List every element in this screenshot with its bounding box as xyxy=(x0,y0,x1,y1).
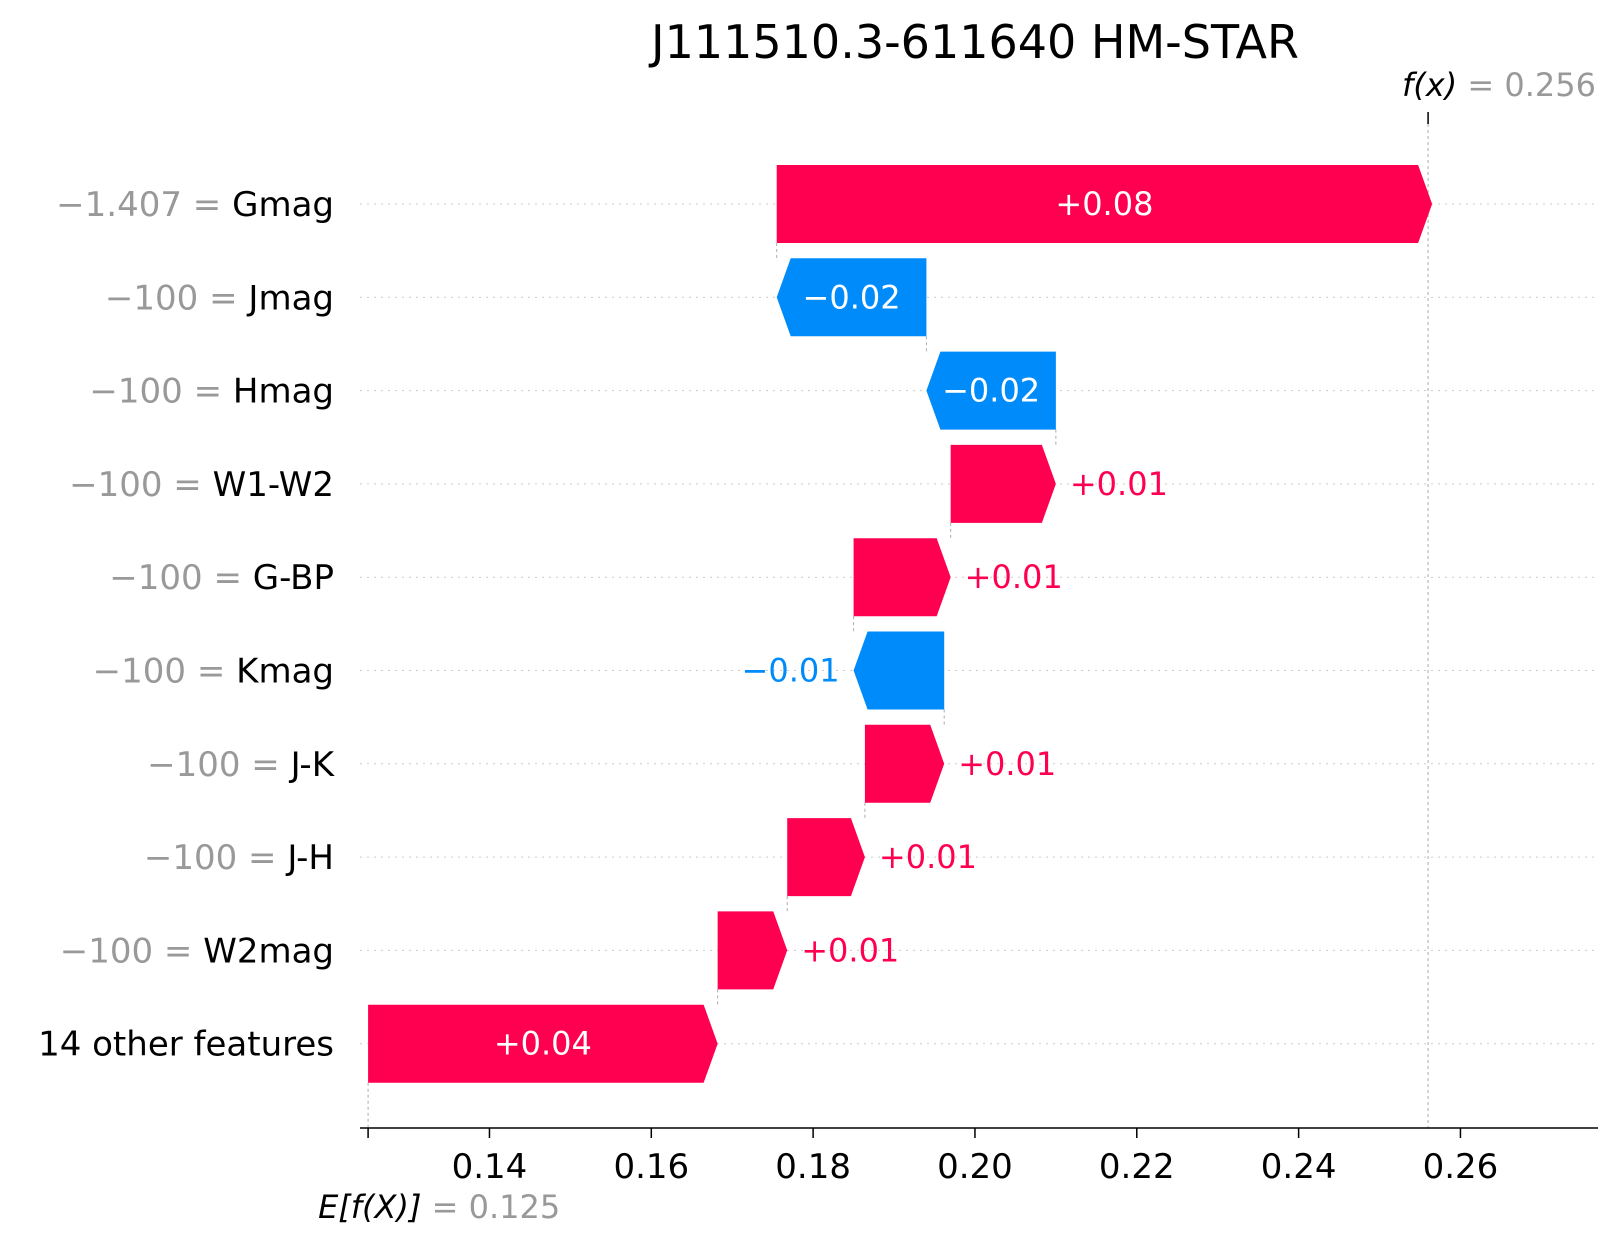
bar-14-other-features xyxy=(368,1004,718,1083)
feature-label: −100 = Kmag xyxy=(93,652,334,692)
bar-value-label: +0.08 xyxy=(1055,185,1153,223)
output-value-label: f(x) = 0.256 xyxy=(1402,66,1596,104)
bar-kmag xyxy=(853,631,945,710)
x-tick-label: 0.26 xyxy=(1423,1147,1499,1187)
bar-value-label: +0.01 xyxy=(965,558,1063,596)
bar-value-label: −0.02 xyxy=(803,278,901,316)
bar-value-label: −0.01 xyxy=(742,652,840,690)
bar-value-label: +0.01 xyxy=(801,931,899,969)
chart-title: J111510.3-611640 HM-STAR xyxy=(648,15,1299,69)
bar-j-k xyxy=(864,724,945,803)
x-tick-label: 0.14 xyxy=(452,1147,528,1187)
bar-w1-w2 xyxy=(950,444,1056,523)
bar-value-label: +0.01 xyxy=(1070,465,1168,503)
feature-label: −100 = J-K xyxy=(147,745,336,785)
feature-label: −100 = W2mag xyxy=(60,931,334,971)
x-axis: 0.14 0.16 0.18 0.20 0.22 0.24 0.26 E[f(X)] = 0.… xyxy=(318,66,1598,1226)
x-tick-label: 0.22 xyxy=(1099,1147,1175,1187)
bar-hmag xyxy=(926,351,1056,430)
x-tick-label: 0.16 xyxy=(613,1147,689,1187)
feature-label: −100 = W1-W2 xyxy=(69,465,334,505)
bar-w2mag xyxy=(717,911,788,990)
bar-jmag xyxy=(776,258,927,337)
bar-value-label: +0.01 xyxy=(958,745,1056,783)
bar-g-bp xyxy=(853,538,951,617)
feature-label: −1.407 = Gmag xyxy=(56,185,334,225)
grid-lines xyxy=(360,203,1598,1045)
feature-label: 14 other features xyxy=(38,1025,334,1065)
x-tick-label: 0.20 xyxy=(937,1147,1013,1187)
base-value-label: E[f(X)] = 0.125 xyxy=(318,1188,560,1226)
bar-gmag xyxy=(776,165,1433,243)
x-tick-label: 0.24 xyxy=(1261,1147,1337,1187)
feature-label: −100 = J-H xyxy=(144,838,334,878)
labels: +0.08 −1.407 = Gmag −0.02 −100 = Jmag −0.02 −… xyxy=(38,185,1168,1065)
bar-value-label: +0.04 xyxy=(494,1025,592,1063)
bars xyxy=(368,165,1433,1083)
bar-value-label: +0.01 xyxy=(879,838,977,876)
feature-label: −100 = Jmag xyxy=(105,278,334,318)
bar-j-h xyxy=(787,818,865,897)
feature-label: −100 = G-BP xyxy=(109,558,334,598)
feature-label: −100 = Hmag xyxy=(89,372,334,412)
x-tick-label: 0.18 xyxy=(775,1147,851,1187)
connector-lines xyxy=(367,112,1429,1128)
bar-value-label: −0.02 xyxy=(942,372,1040,410)
